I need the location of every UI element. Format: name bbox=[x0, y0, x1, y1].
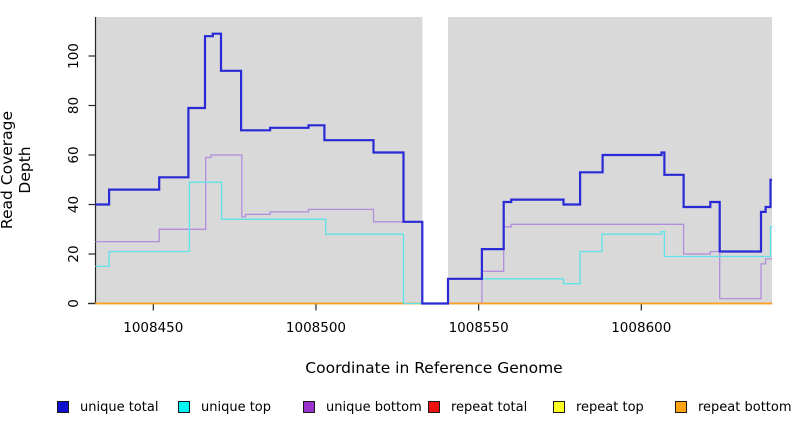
legend-item-repeat-total: repeat total bbox=[428, 398, 527, 416]
plot-background-band-1 bbox=[95, 17, 423, 304]
legend-swatch-icon bbox=[428, 401, 440, 413]
plot-background-band-2 bbox=[448, 17, 772, 304]
legend-label: unique total bbox=[80, 399, 159, 415]
legend-item-repeat-top: repeat top bbox=[553, 398, 644, 416]
series-line-unique-total bbox=[95, 32, 773, 305]
legend-item-repeat-bottom: repeat bottom bbox=[675, 398, 792, 416]
y-tick-label: 40 bbox=[66, 196, 82, 213]
legend-label: repeat total bbox=[451, 399, 528, 415]
legend: unique total unique top unique bottom repea… bbox=[0, 398, 792, 420]
legend-swatch-icon bbox=[178, 401, 190, 413]
x-tick-label: 1008450 bbox=[123, 320, 183, 336]
y-tick-label: 20 bbox=[66, 245, 82, 262]
x-axis-title: Coordinate in Reference Genome bbox=[305, 359, 563, 377]
legend-item-unique-top: unique top bbox=[178, 398, 271, 416]
x-tick-label: 1008550 bbox=[449, 320, 509, 336]
series-line-unique-top bbox=[95, 181, 773, 305]
legend-item-unique-total: unique total bbox=[57, 398, 158, 416]
y-tick-label: 100 bbox=[66, 43, 82, 69]
legend-swatch-icon bbox=[57, 401, 69, 413]
legend-item-unique-bottom: unique bottom bbox=[303, 398, 422, 416]
y-axis-title: Read Coverage Depth bbox=[0, 110, 34, 230]
legend-label: unique top bbox=[201, 399, 272, 415]
y-tick-label: 80 bbox=[66, 97, 82, 114]
x-tick-label: 1008500 bbox=[286, 320, 346, 336]
legend-swatch-icon bbox=[303, 401, 315, 413]
legend-swatch-icon bbox=[675, 401, 687, 413]
y-tick-label: 0 bbox=[66, 299, 82, 308]
legend-label: unique bottom bbox=[326, 399, 422, 415]
legend-label: repeat top bbox=[576, 399, 644, 415]
legend-label: repeat bottom bbox=[698, 399, 792, 415]
x-tick-label: 1008600 bbox=[611, 320, 671, 336]
legend-swatch-icon bbox=[553, 401, 565, 413]
y-tick-label: 60 bbox=[66, 146, 82, 163]
